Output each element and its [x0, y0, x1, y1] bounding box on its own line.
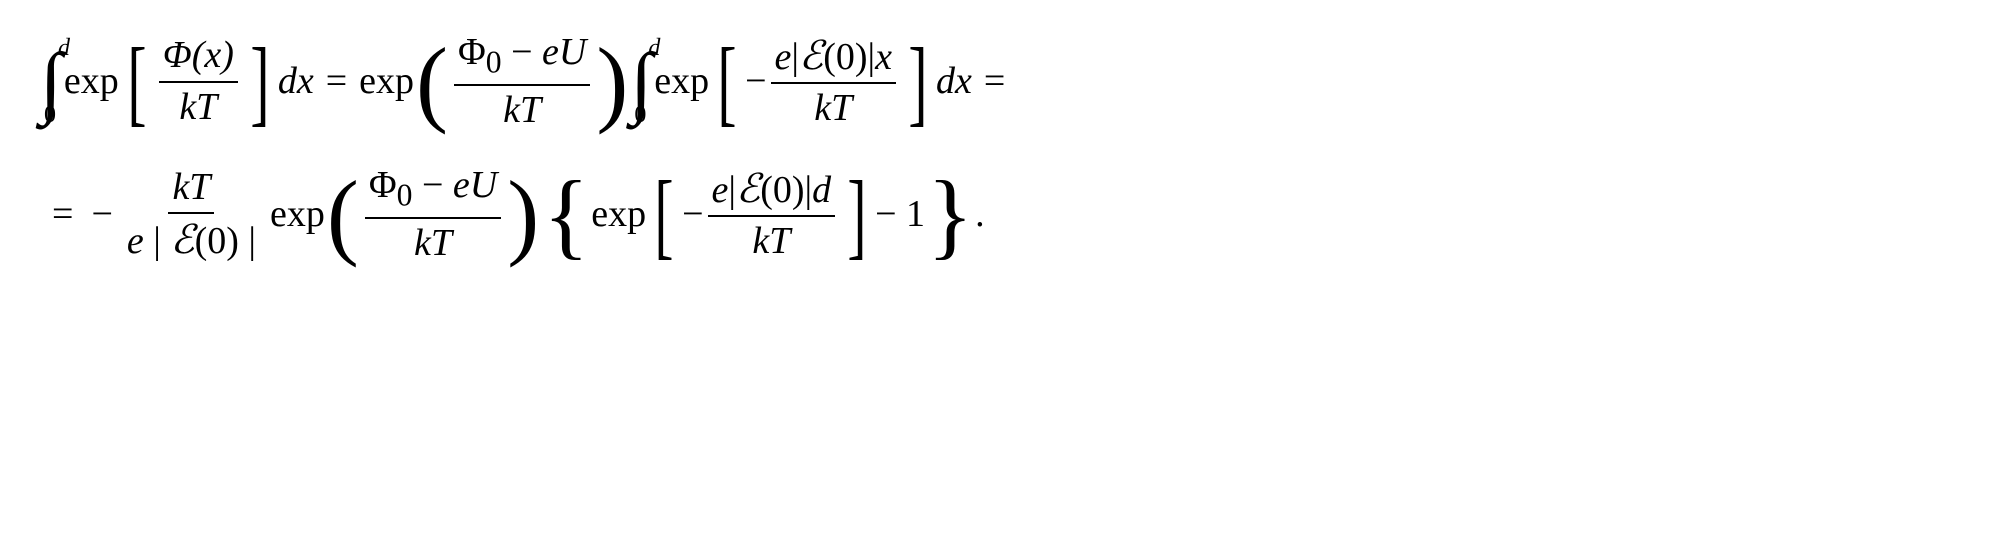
negative-2: − — [91, 192, 112, 238]
frac-3: e|ℰ(0)|x kT — [771, 32, 897, 132]
exp-2: exp — [359, 59, 414, 105]
frac-5: Φ0 − eU kT — [365, 163, 501, 266]
equation-line-1: d ∫ 0 exp [ Φ(x) kT ] dx = exp ( Φ0 − eU… — [40, 30, 1952, 133]
frac-3-num: e|ℰ(0)|x — [771, 32, 897, 85]
exp-1: exp — [64, 59, 119, 105]
frac-2-num: Φ0 − eU — [454, 30, 590, 86]
frac-4: kT e | ℰ(0) | — [123, 165, 260, 265]
integral-2-upper: d — [648, 34, 660, 63]
equals-1: = — [326, 59, 347, 105]
integral-1: d ∫ 0 — [40, 50, 62, 114]
minus-one: − 1 — [875, 192, 925, 238]
equals-3: = — [52, 192, 73, 238]
negative-3: − — [682, 192, 703, 238]
frac-5-den: kT — [410, 219, 456, 267]
frac-4-num: kT — [168, 165, 214, 215]
frac-2-den: kT — [499, 86, 545, 134]
integral-1-upper: d — [58, 34, 70, 63]
integral-1-lower: 0 — [44, 101, 56, 130]
negative-1: − — [745, 59, 766, 105]
dx-1: dx — [278, 59, 314, 105]
frac-2: Φ0 − eU kT — [454, 30, 590, 133]
exp-4: exp — [270, 192, 325, 238]
dx-2: dx — [936, 59, 972, 105]
integral-2: d ∫ 0 — [630, 50, 652, 114]
equation-line-2: = − kT e | ℰ(0) | exp ( Φ0 − eU kT ) { e… — [40, 163, 1952, 266]
frac-5-num: Φ0 − eU — [365, 163, 501, 219]
exp-3: exp — [654, 59, 709, 105]
exp-5: exp — [591, 192, 646, 238]
period: . — [975, 192, 985, 238]
frac-1-num: Φ(x) — [159, 33, 238, 83]
frac-1: Φ(x) kT — [159, 33, 238, 130]
frac-4-den: e | ℰ(0) | — [123, 214, 260, 265]
frac-6-den: kT — [748, 217, 794, 265]
equals-2: = — [984, 59, 1005, 105]
frac-1-den: kT — [175, 83, 221, 131]
frac-6-num: e|ℰ(0)|d — [708, 165, 836, 218]
frac-6: e|ℰ(0)|d kT — [708, 165, 836, 265]
integral-2-lower: 0 — [634, 101, 646, 130]
equation-block: d ∫ 0 exp [ Φ(x) kT ] dx = exp ( Φ0 − eU… — [40, 30, 1952, 266]
frac-3-den: kT — [810, 84, 856, 132]
